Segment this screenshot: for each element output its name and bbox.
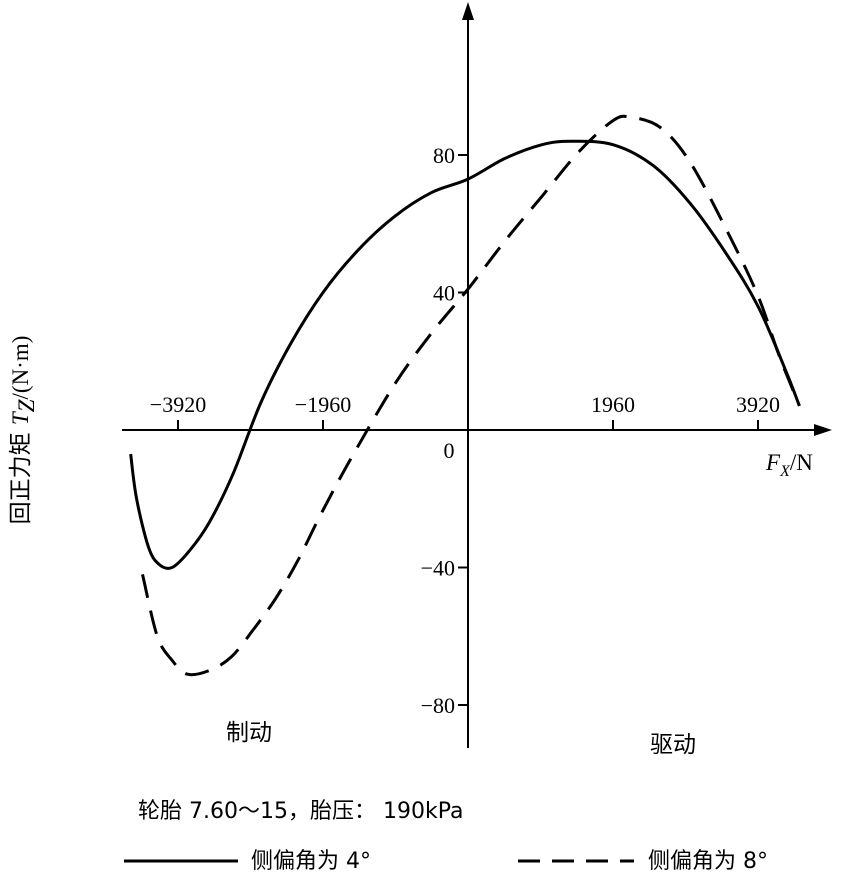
legend-label-8deg: 侧偏角为 8° (648, 849, 768, 874)
x-tick-label: −3920 (150, 392, 206, 417)
x-axis-arrow (814, 424, 832, 436)
caption: 轮胎 7.60～15，胎压： 190kPa (138, 799, 463, 824)
region-label-driving: 驱动 (650, 732, 696, 758)
x-tick-label: 3920 (736, 392, 780, 417)
series (129, 114, 801, 677)
x-axis-label-var: F (765, 450, 781, 475)
y-axis-label-unit: /(N·m) (8, 336, 33, 400)
legend: 侧偏角为 4° 侧偏角为 8° (124, 849, 768, 874)
x-tick-label: −1960 (295, 392, 351, 417)
y-axis-label-var: T (8, 410, 33, 425)
ticks: −3920 −1960 1960 3920 80 40 −40 −80 (150, 143, 780, 718)
y-axis-arrow (462, 2, 474, 20)
x-tick-label: 1960 (591, 392, 635, 417)
y-tick-label: 40 (433, 281, 455, 306)
y-axis-label-prefix: 回正力矩 (8, 425, 34, 524)
origin-label: 0 (444, 438, 455, 463)
legend-label-4deg: 侧偏角为 4° (251, 849, 371, 874)
region-label-braking: 制动 (226, 720, 272, 746)
y-tick-label: −80 (421, 693, 455, 718)
x-axis-label: FX/N (765, 450, 813, 480)
y-tick-label: 80 (433, 143, 455, 168)
y-axis-label-sub: Z (14, 399, 39, 412)
y-axis-label: 回正力矩 TZ/(N·m) (8, 336, 39, 525)
x-axis-label-unit: /N (790, 450, 813, 475)
x-axis-label-sub: X (779, 463, 791, 480)
y-tick-label: −40 (421, 556, 455, 581)
series-line-4deg (129, 139, 801, 570)
series-line-8deg (141, 114, 801, 677)
axes (122, 2, 832, 748)
